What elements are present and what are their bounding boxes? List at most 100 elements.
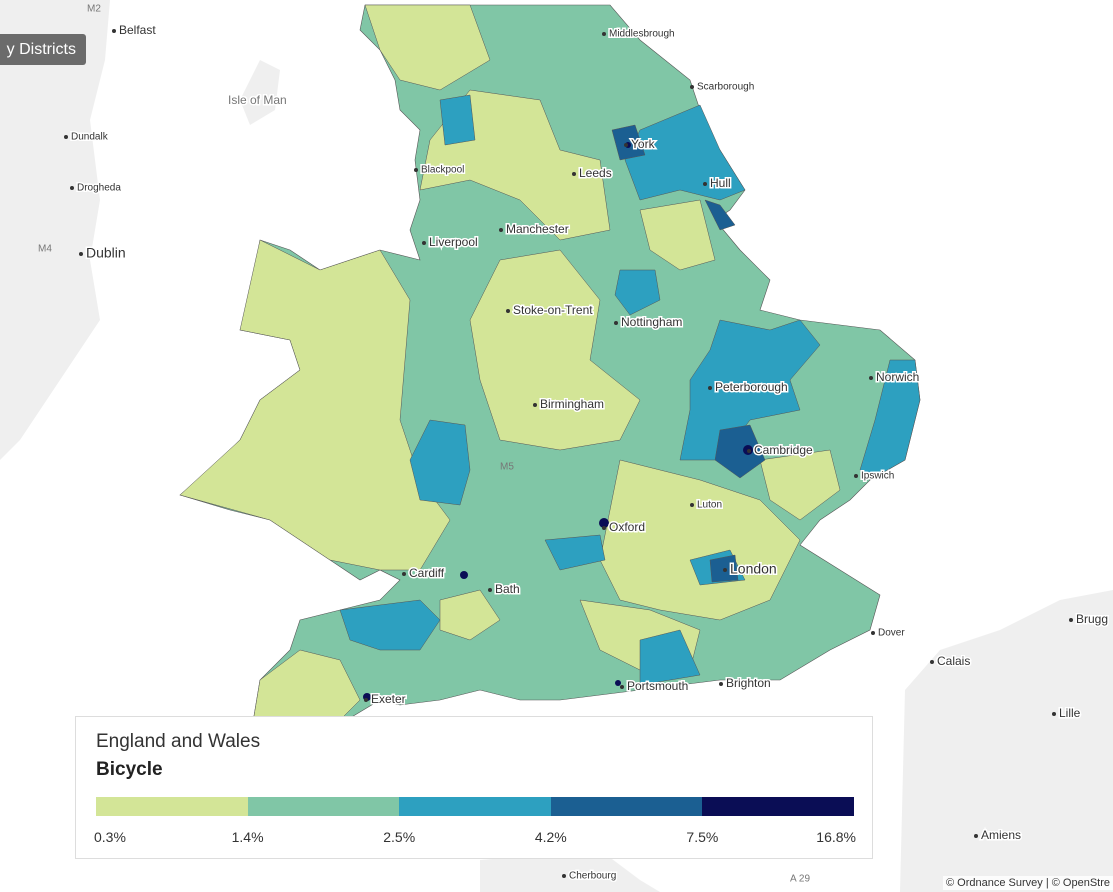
place-label: Dundalk	[71, 132, 109, 143]
place-label: Oxford	[609, 520, 645, 534]
place-dot	[624, 143, 628, 147]
place-label: Manchester	[506, 222, 569, 236]
legend-break-label: 7.5%	[686, 829, 719, 845]
place-dot	[79, 252, 83, 256]
place-label: Blackpool	[421, 165, 464, 176]
legend-swatch	[702, 797, 854, 816]
place-label: Amiens	[981, 828, 1021, 842]
legend-bar	[96, 797, 854, 816]
legend-swatch	[96, 797, 248, 816]
place-dot	[690, 85, 694, 89]
bristol	[460, 571, 468, 579]
midlands	[469, 249, 641, 451]
low-districts	[179, 4, 841, 761]
place-label: Bath	[495, 582, 520, 596]
place-dot	[719, 682, 723, 686]
road-label: M2	[87, 4, 101, 15]
legend-subtitle: Bicycle	[96, 759, 163, 780]
legend-break-label: 0.3%	[94, 829, 126, 845]
east-yorkshire	[624, 104, 746, 201]
place-label: Stoke-on-Trent	[513, 303, 593, 317]
high-districts	[611, 124, 766, 583]
place-dot	[708, 386, 712, 390]
france	[900, 590, 1113, 892]
place-dot	[414, 168, 418, 172]
essex	[759, 449, 841, 521]
south-cambs	[714, 424, 766, 479]
place-dot	[703, 182, 707, 186]
legend-break-label: 16.8%	[816, 829, 856, 845]
legend-swatch	[550, 797, 703, 816]
place-label: Birmingham	[540, 397, 604, 411]
vale	[544, 534, 606, 571]
place-dot	[869, 376, 873, 380]
place-dot	[974, 834, 978, 838]
place-label: Isle of Man	[228, 93, 287, 107]
place-label: Scarborough	[697, 82, 754, 93]
cumbria-north	[364, 4, 491, 91]
road-label: A 29	[790, 874, 810, 885]
legend-break-label: 4.2%	[534, 829, 567, 845]
place-label: Peterborough	[715, 380, 788, 394]
place-dot	[620, 685, 624, 689]
place-label: Norwich	[876, 370, 919, 384]
place-dot	[614, 321, 618, 325]
place-label: London	[730, 561, 777, 577]
place-label: Cardiff	[409, 566, 445, 580]
place-label: Dublin	[86, 245, 126, 261]
place-dot	[871, 631, 875, 635]
rushcliffe	[614, 269, 661, 316]
place-dot	[506, 309, 510, 313]
place-label: Middlesbrough	[609, 29, 675, 40]
isle-of-man	[240, 60, 280, 125]
place-label: Portsmouth	[627, 679, 688, 693]
place-label: Brighton	[726, 676, 771, 690]
place-dot	[690, 503, 694, 507]
ireland	[0, 0, 110, 460]
legend-title: England and Wales	[96, 731, 261, 752]
layer-button[interactable]: y Districts	[0, 34, 86, 65]
mendip	[439, 589, 501, 641]
fens	[679, 319, 821, 461]
lancaster	[439, 94, 476, 146]
place-dot	[70, 186, 74, 190]
road-label: M5	[500, 462, 514, 473]
place-dot	[602, 32, 606, 36]
place-dot	[572, 172, 576, 176]
attribution: © Ordnance Survey | © OpenStre	[943, 876, 1113, 890]
place-dot	[747, 449, 751, 453]
home-counties	[599, 459, 801, 621]
herefordshire	[409, 419, 471, 506]
place-label: Luton	[697, 500, 722, 511]
place-label: Cambridge	[754, 443, 813, 457]
place-dot	[422, 241, 426, 245]
place-dot	[1069, 618, 1073, 622]
place-label: Hull	[710, 176, 731, 190]
place-dot	[364, 698, 368, 702]
place-label: Lille	[1059, 706, 1081, 720]
place-dot	[723, 568, 727, 572]
place-label: Leeds	[579, 166, 612, 180]
legend-swatch	[399, 797, 551, 816]
oxford-district	[599, 518, 609, 528]
place-label: Liverpool	[429, 235, 478, 249]
chichester	[639, 629, 701, 686]
place-dot	[602, 526, 606, 530]
legend-breaks: 0.3% 1.4% 2.5% 4.2% 7.5% 16.8%	[94, 829, 856, 849]
hull-estuary	[704, 199, 736, 231]
place-label: Exeter	[371, 692, 406, 706]
place-dot	[499, 228, 503, 232]
place-dot	[64, 135, 68, 139]
place-dot	[533, 403, 537, 407]
place-label: Drogheda	[77, 183, 121, 194]
road-label: M4	[38, 244, 52, 255]
mid-districts	[339, 94, 921, 686]
place-dot	[112, 29, 116, 33]
cotentin	[480, 850, 660, 892]
place-dot	[488, 588, 492, 592]
place-dot	[402, 572, 406, 576]
place-dot	[854, 474, 858, 478]
